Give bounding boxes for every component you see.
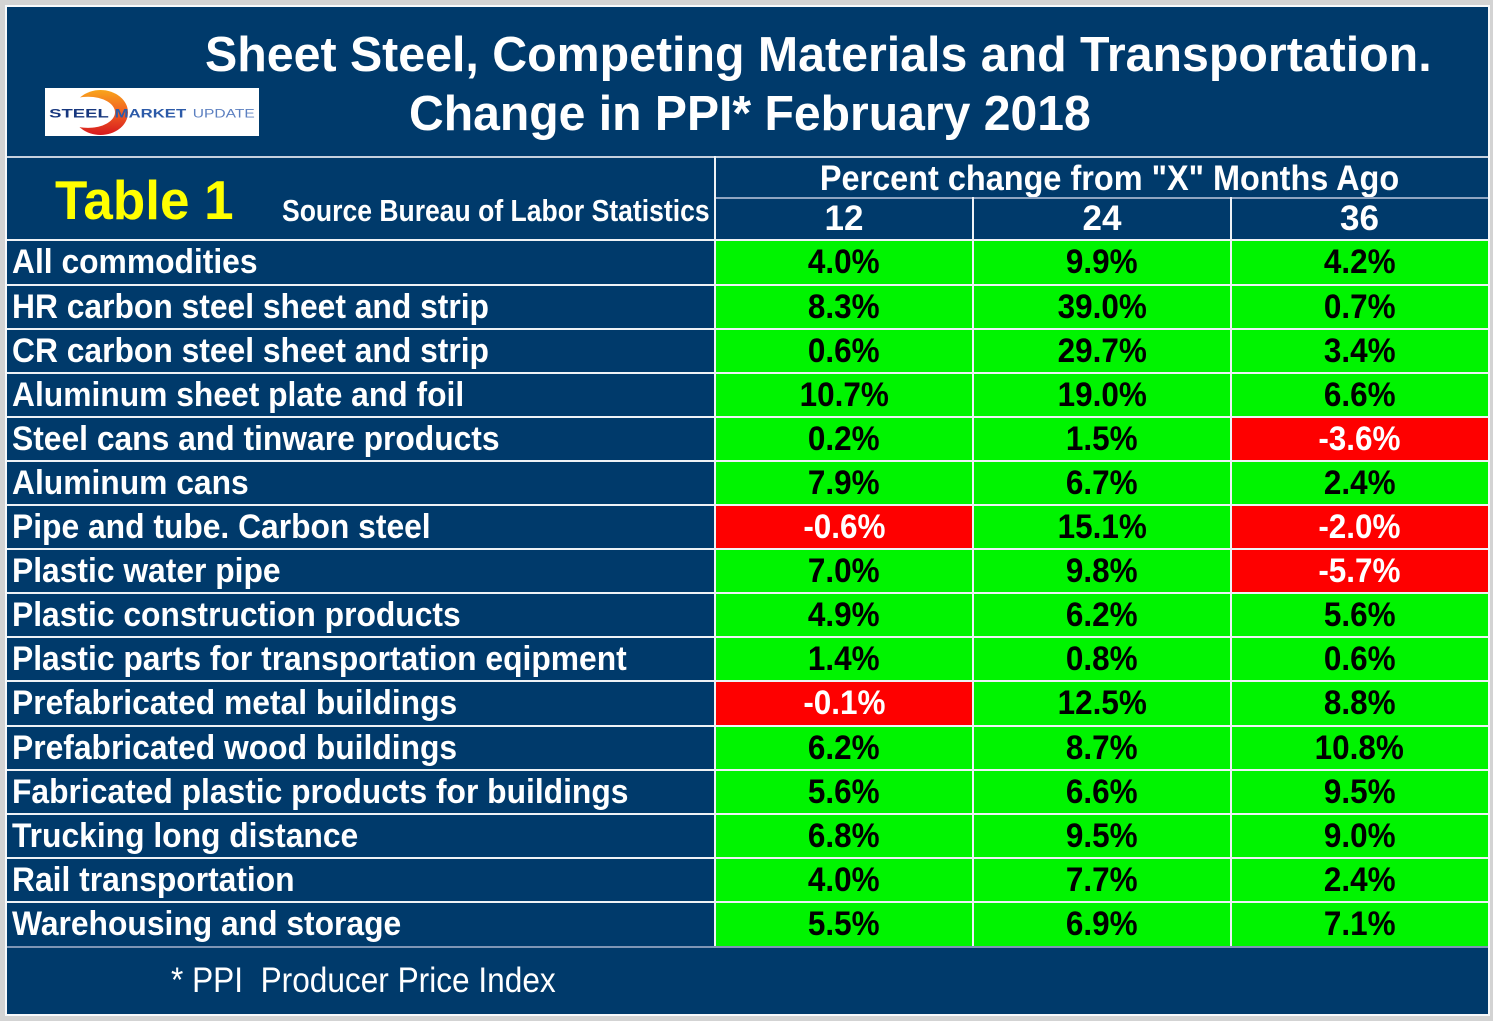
svg-text:UPDATE: UPDATE	[193, 108, 255, 120]
svg-text:STEEL: STEEL	[49, 108, 109, 120]
svg-text:MARKET: MARKET	[115, 108, 187, 120]
